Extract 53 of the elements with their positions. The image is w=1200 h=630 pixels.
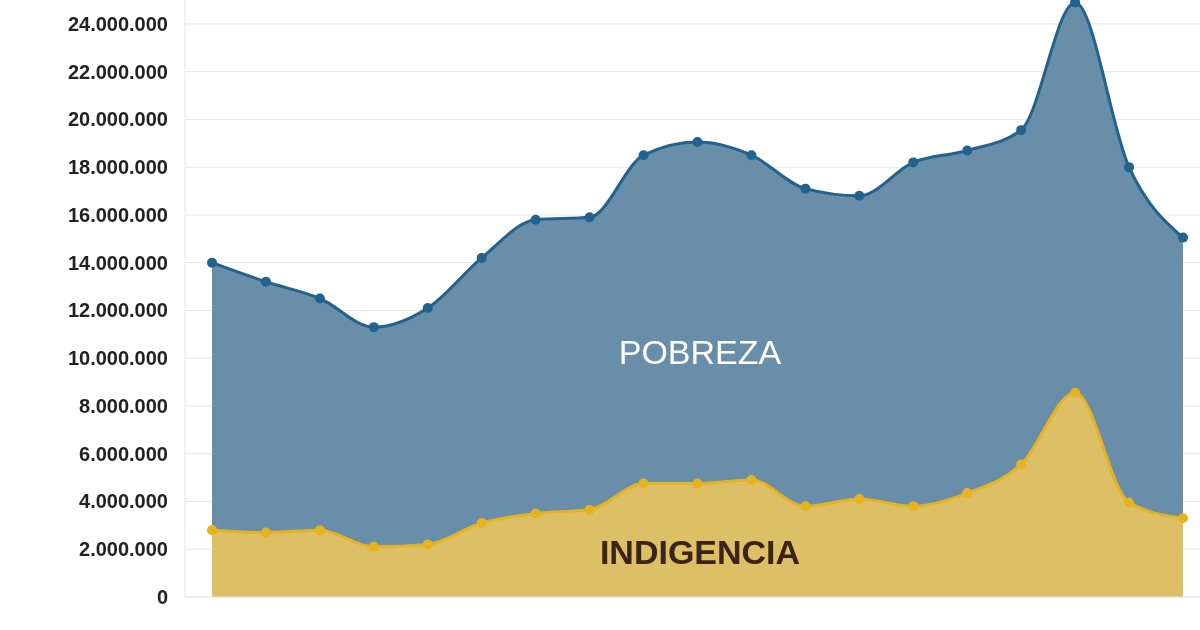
- point: [1016, 459, 1027, 470]
- point: [1178, 232, 1188, 243]
- series-label: POBREZA: [618, 332, 782, 371]
- y-tick-label: 8.000.000: [79, 394, 168, 417]
- y-tick-label: 0: [156, 586, 168, 608]
- y-tick-label: 12.000.000: [67, 299, 168, 322]
- y-tick-label: 18.000.000: [67, 156, 168, 179]
- y-tick-label: 20.000.000: [67, 108, 168, 131]
- point: [368, 322, 379, 333]
- y-tick-label: 14.000.000: [67, 251, 168, 274]
- y-tick-label: 24.000.000: [67, 12, 168, 35]
- point: [260, 276, 271, 287]
- point: [1016, 125, 1027, 136]
- point: [746, 150, 757, 161]
- point: [854, 190, 865, 201]
- point: [368, 541, 379, 552]
- y-tick-label: 16.000.000: [67, 203, 168, 226]
- point: [800, 501, 811, 512]
- point: [1070, 0, 1081, 8]
- point: [692, 478, 703, 489]
- y-tick-label: 6.000.000: [79, 442, 168, 465]
- point: [530, 214, 541, 225]
- point: [314, 293, 325, 304]
- y-tick-label: 22.000.000: [67, 60, 168, 83]
- point: [530, 508, 541, 519]
- point: [476, 517, 487, 528]
- point: [260, 527, 271, 538]
- point: [962, 488, 973, 499]
- y-tick-label: 2.000.000: [79, 538, 168, 561]
- point: [962, 145, 973, 156]
- y-tick-label: 10.000.000: [67, 347, 168, 370]
- point: [638, 478, 649, 489]
- point: [908, 157, 919, 168]
- point: [207, 257, 217, 268]
- point: [584, 212, 595, 223]
- point: [908, 501, 919, 512]
- point: [1124, 162, 1135, 173]
- point: [638, 150, 649, 161]
- point: [692, 137, 703, 148]
- point: [422, 539, 433, 550]
- point: [800, 183, 811, 194]
- point: [1124, 497, 1135, 508]
- point: [314, 525, 325, 536]
- point: [746, 474, 757, 485]
- point: [584, 504, 595, 515]
- y-tick-label: 4.000.000: [79, 490, 168, 513]
- point: [422, 303, 433, 314]
- point: [1070, 387, 1081, 398]
- point: [207, 525, 217, 536]
- point: [854, 494, 865, 505]
- series-label: INDIGENCIA: [599, 532, 801, 571]
- point: [476, 252, 487, 263]
- point: [1178, 513, 1188, 524]
